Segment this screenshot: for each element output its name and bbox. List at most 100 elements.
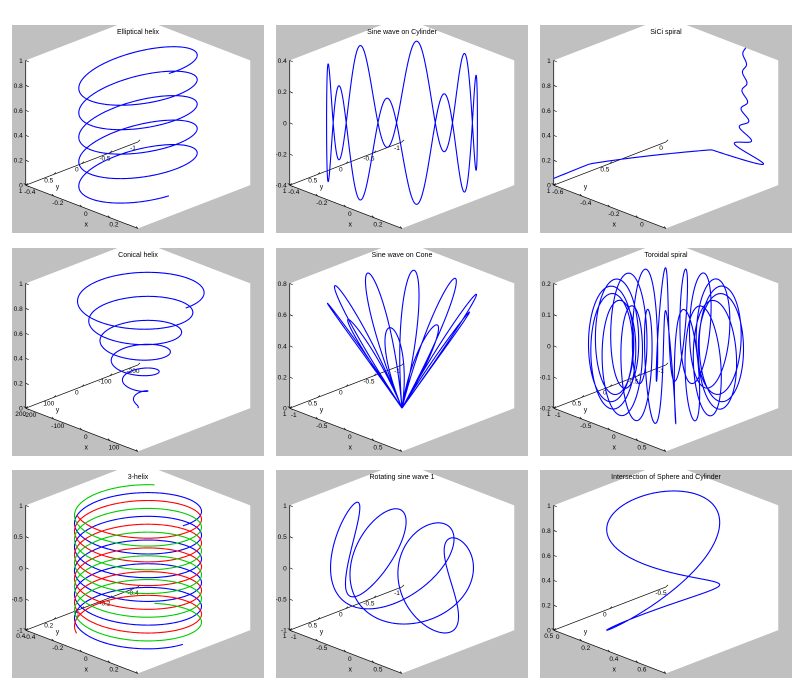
z-tick-mark bbox=[25, 134, 29, 138]
x-tick-label: 0.2 bbox=[373, 222, 382, 229]
y-tick-label: 0 bbox=[75, 390, 79, 397]
x-tick-mark bbox=[315, 193, 319, 197]
y-tick-label: 1 bbox=[283, 188, 287, 195]
y-tick-label: -200 bbox=[126, 368, 139, 375]
z-tick-label: 0.5 bbox=[14, 534, 23, 541]
z-tick-label: -1 bbox=[281, 628, 287, 635]
z-tick-mark bbox=[25, 85, 29, 88]
x-tick-mark bbox=[607, 649, 611, 653]
z-tick-label: -0.5 bbox=[276, 596, 287, 603]
y-axis bbox=[553, 586, 667, 631]
series-line bbox=[326, 269, 478, 409]
y-tick-label: 0.4 bbox=[16, 633, 25, 640]
x-tick-mark bbox=[287, 627, 290, 631]
x-axis-label: x bbox=[349, 222, 353, 229]
z-tick-label: -1 bbox=[17, 628, 23, 635]
x-tick-mark bbox=[135, 449, 139, 452]
x-tick-mark bbox=[287, 405, 290, 409]
y-tick-mark bbox=[289, 627, 292, 631]
y-tick-mark bbox=[25, 627, 28, 631]
series-line bbox=[76, 271, 205, 409]
y-tick-label: -1 bbox=[658, 368, 664, 375]
x-tick-label: -0.2 bbox=[608, 211, 620, 218]
plot-area bbox=[25, 248, 251, 452]
x-tick-mark bbox=[51, 193, 55, 197]
z-tick-mark bbox=[289, 91, 293, 94]
x-tick-label: -1 bbox=[291, 634, 297, 641]
x-tick-label: -1 bbox=[291, 412, 297, 419]
x-tick-mark bbox=[579, 193, 583, 197]
x-tick-mark bbox=[663, 449, 667, 452]
series-line bbox=[73, 484, 203, 642]
z-tick-mark bbox=[25, 333, 29, 336]
x-tick-label: -0.2 bbox=[316, 200, 328, 207]
y-tick-mark bbox=[401, 139, 405, 143]
z-tick-label: 0 bbox=[283, 120, 287, 127]
chart-canvas: 00.20.40.60.8110.50-0.6-0.4-0.200.2yxSiC… bbox=[542, 25, 779, 233]
chart-panel-sine-wave-on-cone: 0 0.2 0.4 0.6 0.8 1 0.5 0 -0.5 -1 -1 -0.5 0 0.5 1 y x Sin… bbox=[276, 248, 528, 456]
y-tick-label: 0.5 bbox=[308, 400, 317, 407]
x-tick-mark bbox=[579, 638, 583, 642]
x-tick-label: 0.5 bbox=[373, 445, 382, 452]
chart-panel-sphere-cylinder-intersection: 00.20.40.60.810.50-0.500.20.40.60.8yxInt… bbox=[540, 470, 792, 678]
x-tick-label: 0.4 bbox=[609, 656, 618, 663]
z-tick-mark bbox=[289, 629, 293, 632]
x-tick-label: 0 bbox=[556, 634, 560, 641]
z-tick-label: 0.5 bbox=[278, 534, 287, 541]
z-tick-label: 1 bbox=[283, 503, 287, 510]
z-tick-mark bbox=[25, 60, 29, 63]
z-tick-mark bbox=[553, 555, 557, 558]
chart-title: Intersection of Sphere and Cylinder bbox=[611, 474, 721, 481]
chart-title: Conical helix bbox=[118, 252, 158, 259]
z-tick-mark bbox=[289, 184, 293, 187]
y-tick-mark bbox=[53, 617, 57, 620]
x-tick-label: 0 bbox=[84, 656, 88, 663]
x-tick-label: 0.8 bbox=[665, 677, 674, 678]
z-tick-label: -0.2 bbox=[540, 406, 551, 413]
chart-panel-sine-wave-on-cylinder: -0.4 -0.2 0 0.2 0.4 1 0.5 0 -0.5 -1 -0.4 -0.2 0 0.2 0.… bbox=[276, 25, 528, 233]
z-tick-mark bbox=[553, 530, 557, 533]
y-tick-label: 0 bbox=[603, 612, 607, 619]
y-tick-label: -0.5 bbox=[99, 156, 111, 163]
z-tick-mark bbox=[289, 283, 293, 286]
plot-area bbox=[289, 25, 515, 229]
z-tick-label: 0.6 bbox=[14, 108, 23, 115]
z-tick-label: 0.4 bbox=[278, 343, 287, 350]
x-tick-mark bbox=[663, 226, 667, 229]
y-tick-mark bbox=[109, 373, 113, 376]
x-axis-label: x bbox=[349, 667, 353, 674]
y-tick-label: -0.5 bbox=[627, 379, 639, 386]
z-tick-label: 0 bbox=[547, 183, 551, 190]
x-tick-mark bbox=[399, 671, 403, 674]
x-axis-label: x bbox=[613, 222, 617, 229]
x-tick-label: -0.6 bbox=[552, 189, 564, 196]
y-axis bbox=[25, 364, 139, 409]
chart-title: Elliptical helix bbox=[117, 29, 160, 36]
y-tick-mark bbox=[401, 584, 405, 588]
z-tick-mark bbox=[289, 536, 293, 539]
z-tick-label: 0.1 bbox=[542, 312, 551, 319]
chart-panel-toroidal-spiral: -0.2 -0.1 0 0.1 0.2 1 0.5 0 -0.5 -1 -1 -0.5 0 0.5 1 y x T… bbox=[540, 248, 792, 456]
chart-canvas: -1-0.500.510.40.20-0.2-0.4-0.4-0.200.20.… bbox=[12, 470, 251, 678]
y-tick-label: 0 bbox=[75, 612, 79, 619]
y-tick-label: 1 bbox=[19, 188, 23, 195]
x-tick-label: 0.5 bbox=[637, 445, 646, 452]
y-axis-label: y bbox=[56, 407, 60, 414]
series-line bbox=[329, 501, 475, 634]
y-tick-label: 0.5 bbox=[308, 177, 317, 184]
y-tick-mark bbox=[553, 182, 556, 186]
y-tick-label: -0.5 bbox=[363, 601, 375, 608]
chart-panel-elliptical-helix: 0 0.2 0.4 0.6 0.8 1 1 0.5 0 -0.5 -1 -0.4 -0.2 0 0.2 0.4… bbox=[12, 25, 264, 233]
x-tick-mark bbox=[79, 427, 83, 431]
z-tick-label: 0 bbox=[19, 565, 23, 572]
y-tick-mark bbox=[373, 373, 377, 376]
z-tick-mark bbox=[25, 357, 29, 361]
y-tick-mark bbox=[317, 395, 321, 398]
x-tick-mark bbox=[551, 405, 554, 409]
z-tick-mark bbox=[289, 407, 293, 410]
z-tick-label: -0.5 bbox=[12, 596, 23, 603]
z-tick-mark bbox=[25, 505, 29, 508]
z-tick-mark bbox=[289, 345, 293, 348]
y-axis-label: y bbox=[584, 407, 588, 414]
